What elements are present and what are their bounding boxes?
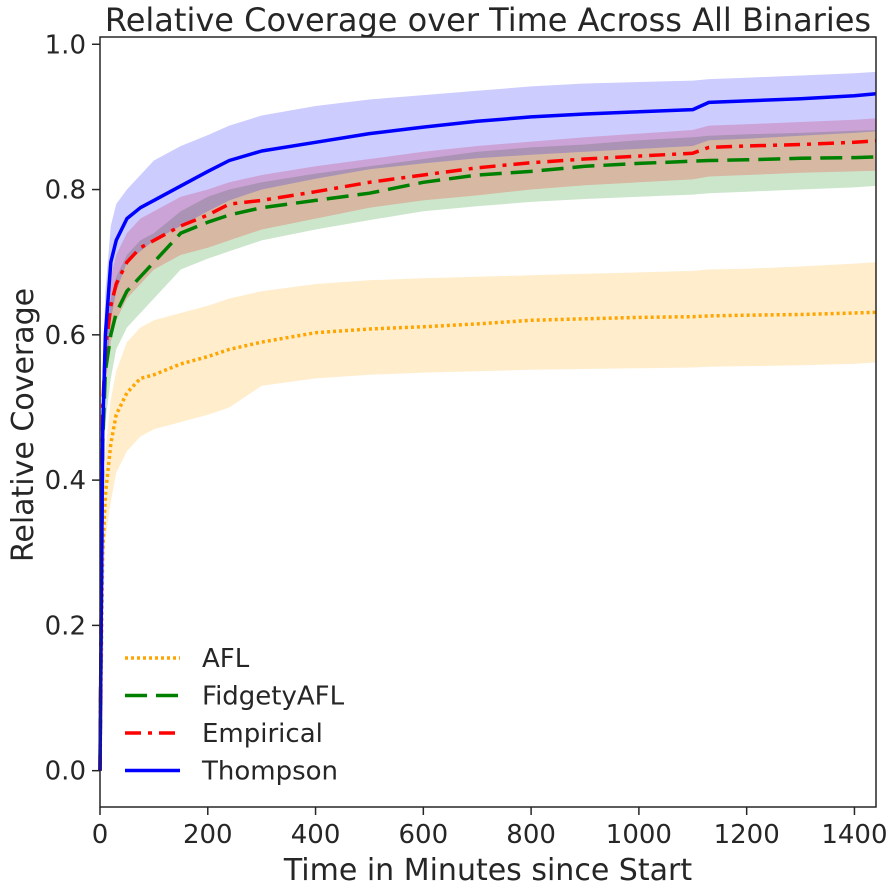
line-empirical [98, 139, 877, 771]
y-axis-label: Relative Coverage [6, 288, 41, 562]
legend-label-fidgetyafl: FidgetyAFL [202, 682, 345, 712]
band-afl [100, 262, 876, 771]
y-tick-label: 0.6 [45, 321, 86, 351]
y-axis-ticks: 0.0 0.2 0.4 0.6 0.8 1.0 [45, 30, 100, 787]
x-tick-label: 1200 [714, 820, 780, 850]
x-tick-label: 400 [291, 820, 341, 850]
y-tick-label: 1.0 [45, 30, 86, 60]
x-tick-label: 0 [92, 820, 109, 850]
x-tick-label: 1400 [821, 820, 887, 850]
series-lines [98, 91, 877, 771]
x-tick-label: 1000 [606, 820, 672, 850]
legend-label-afl: AFL [202, 644, 250, 674]
chart-title: Relative Coverage over Time Across All B… [105, 1, 871, 39]
plot-area [99, 36, 877, 808]
x-axis-label: Time in Minutes since Start [283, 853, 692, 887]
x-tick-label: 600 [399, 820, 449, 850]
x-tick-label: 800 [506, 820, 556, 850]
y-tick-label: 0.2 [45, 611, 86, 641]
legend-label-thompson: Thompson [201, 757, 338, 787]
x-tick-label: 200 [183, 820, 233, 850]
y-tick-label: 0.4 [45, 466, 86, 496]
line-fidgetyafl [98, 155, 877, 771]
line-thompson [98, 91, 877, 771]
legend: AFL FidgetyAFL Empirical Thompson [125, 644, 345, 787]
confidence-bands [100, 71, 876, 771]
line-afl [98, 310, 877, 771]
x-axis-ticks: 0 200 400 600 800 1000 1200 1400 [92, 807, 888, 850]
legend-label-empirical: Empirical [202, 719, 323, 749]
y-tick-label: 0.8 [45, 176, 86, 206]
y-tick-label: 0.0 [45, 757, 86, 787]
